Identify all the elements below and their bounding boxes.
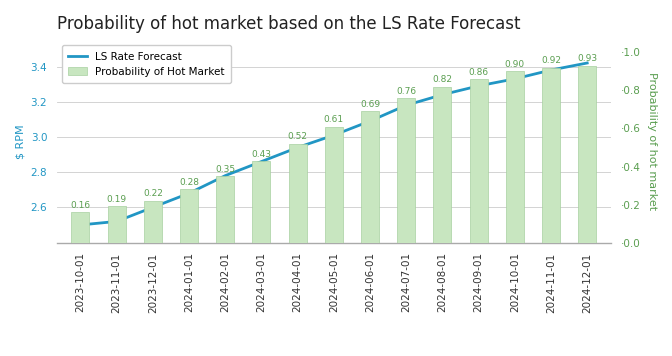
Text: 0.52: 0.52 xyxy=(288,132,308,141)
Text: 0.86: 0.86 xyxy=(468,68,489,77)
LS Rate Forecast xyxy=(185,191,193,195)
Y-axis label: $ RPM: $ RPM xyxy=(15,124,25,159)
LS Rate Forecast xyxy=(438,93,446,97)
Bar xyxy=(325,127,343,242)
LS Rate Forecast xyxy=(511,77,519,81)
Bar xyxy=(253,161,270,242)
LS Rate Forecast xyxy=(294,145,302,150)
Bar xyxy=(361,111,379,242)
Text: 0.93: 0.93 xyxy=(577,54,597,63)
LS Rate Forecast xyxy=(257,159,265,164)
LS Rate Forecast xyxy=(547,68,555,72)
Line: LS Rate Forecast: LS Rate Forecast xyxy=(81,63,587,225)
Text: 0.28: 0.28 xyxy=(179,178,199,187)
Bar xyxy=(288,144,306,242)
Bar xyxy=(108,206,126,242)
Text: 0.19: 0.19 xyxy=(107,195,127,204)
Bar xyxy=(216,176,235,242)
Text: 0.22: 0.22 xyxy=(143,189,163,198)
Bar xyxy=(578,66,596,242)
LS Rate Forecast xyxy=(221,173,229,178)
LS Rate Forecast xyxy=(583,61,591,65)
LS Rate Forecast xyxy=(77,223,85,227)
LS Rate Forecast xyxy=(366,119,374,123)
Bar xyxy=(542,68,560,242)
Legend: LS Rate Forecast, Probability of Hot Market: LS Rate Forecast, Probability of Hot Mar… xyxy=(62,45,231,83)
Y-axis label: Probability of hot market: Probability of hot market xyxy=(647,72,657,210)
Bar xyxy=(470,79,488,242)
LS Rate Forecast xyxy=(113,219,121,224)
LS Rate Forecast xyxy=(474,84,482,88)
Bar xyxy=(180,189,198,242)
Text: 0.16: 0.16 xyxy=(71,201,91,210)
LS Rate Forecast xyxy=(149,205,157,209)
Bar xyxy=(144,201,162,242)
Text: Probability of hot market based on the LS Rate Forecast: Probability of hot market based on the L… xyxy=(57,15,520,33)
Text: 0.76: 0.76 xyxy=(396,87,416,96)
Bar xyxy=(433,87,452,242)
Text: 0.90: 0.90 xyxy=(505,60,525,69)
Text: 0.92: 0.92 xyxy=(541,56,561,66)
LS Rate Forecast xyxy=(330,133,338,137)
Bar xyxy=(397,98,415,242)
Text: 0.82: 0.82 xyxy=(432,75,452,84)
Text: 0.61: 0.61 xyxy=(324,115,344,124)
LS Rate Forecast xyxy=(402,103,410,108)
Bar xyxy=(71,212,89,242)
Bar xyxy=(506,72,524,242)
Text: 0.35: 0.35 xyxy=(215,165,235,174)
Text: 0.43: 0.43 xyxy=(251,150,271,158)
Text: 0.69: 0.69 xyxy=(360,100,380,109)
